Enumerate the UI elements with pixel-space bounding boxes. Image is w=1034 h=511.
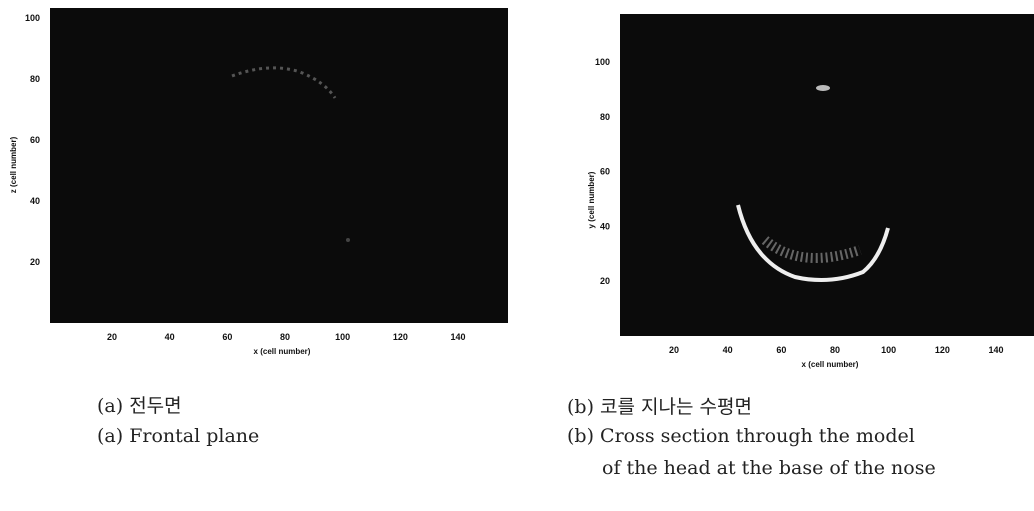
y-tick-label: 20 xyxy=(30,257,40,267)
y-tick-label: 40 xyxy=(600,221,610,231)
x-tick-label: 80 xyxy=(830,345,840,355)
x-tick-label: 40 xyxy=(723,345,733,355)
x-tick-label: 100 xyxy=(335,332,350,342)
axes: 20 40 60 80 100 120 140 100 80 60 40 20 20 40 60 80 100 1… xyxy=(25,13,1004,355)
y-tick-label: 100 xyxy=(595,57,610,67)
y-tick-label: 40 xyxy=(30,196,40,206)
y-tick-label: 60 xyxy=(30,135,40,145)
y-tick-label: 80 xyxy=(30,74,40,84)
caption: (a) 전두면 xyxy=(97,395,182,417)
x-tick-label: 60 xyxy=(776,345,786,355)
image-feature xyxy=(346,238,350,242)
image-feature xyxy=(231,66,337,99)
x-tick-label: 60 xyxy=(222,332,232,342)
x-axis-label: x (cell number) xyxy=(802,360,859,369)
y-tick-label: 20 xyxy=(600,276,610,286)
caption: (b) Cross section through the model xyxy=(567,425,915,447)
y-tick-label: 60 xyxy=(600,167,610,177)
x-tick-label: 140 xyxy=(450,332,465,342)
caption: (a) Frontal plane xyxy=(97,425,259,447)
caption: (b) 코를 지나는 수평면 xyxy=(567,396,752,418)
x-tick-label: 100 xyxy=(881,345,896,355)
x-tick-label: 20 xyxy=(107,332,117,342)
y-axis-label: y (cell number) xyxy=(587,171,596,228)
cross-section-image xyxy=(620,14,1034,336)
x-tick-label: 120 xyxy=(393,332,408,342)
x-tick-label: 140 xyxy=(988,345,1003,355)
x-tick-label: 20 xyxy=(669,345,679,355)
x-tick-label: 120 xyxy=(935,345,950,355)
frontal-image xyxy=(50,8,508,323)
image-feature xyxy=(761,236,862,263)
image-feature xyxy=(816,85,830,91)
caption: of the head at the base of the nose xyxy=(602,457,936,479)
x-axis-label: x (cell number) xyxy=(254,347,311,356)
x-tick-label: 40 xyxy=(165,332,175,342)
image-feature xyxy=(736,204,890,282)
x-tick-label: 80 xyxy=(280,332,290,342)
y-tick-label: 100 xyxy=(25,13,40,23)
y-tick-label: 80 xyxy=(600,112,610,122)
y-axis-label: z (cell number) xyxy=(9,136,18,193)
